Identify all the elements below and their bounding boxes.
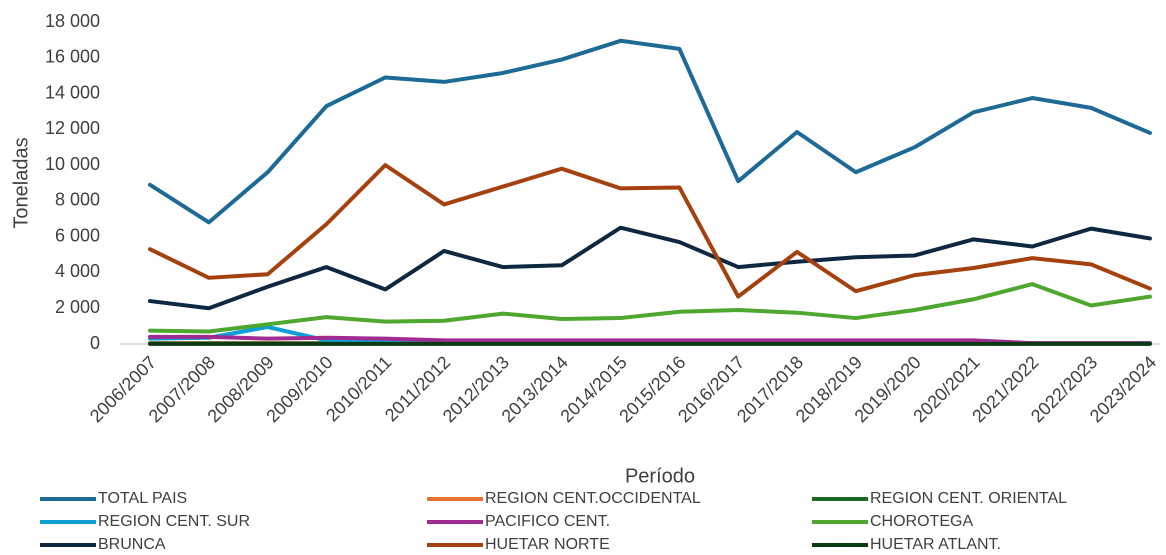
legend-label: PACIFICO CENT. bbox=[485, 513, 610, 530]
y-tick-label: 16 000 bbox=[45, 47, 100, 67]
y-tick-label: 10 000 bbox=[45, 154, 100, 174]
series-line bbox=[148, 282, 1152, 334]
legend-label: HUETAR ATLANT. bbox=[870, 536, 1001, 553]
y-tick-label: 6 000 bbox=[55, 225, 100, 245]
legend-label: HUETAR NORTE bbox=[485, 536, 610, 553]
legend-label: REGION CENT.OCCIDENTAL bbox=[485, 490, 701, 507]
series-line bbox=[148, 163, 1152, 299]
y-tick-label: 8 000 bbox=[55, 190, 100, 210]
legend-label: REGION CENT. ORIENTAL bbox=[870, 490, 1067, 507]
y-tick-label: 4 000 bbox=[55, 261, 100, 281]
y-tick-label: 2 000 bbox=[55, 297, 100, 317]
series-line bbox=[148, 225, 1152, 311]
series-line bbox=[148, 334, 1152, 346]
y-tick-label: 12 000 bbox=[45, 118, 100, 138]
y-tick-label: 0 bbox=[90, 333, 100, 353]
legend-label: TOTAL PAIS bbox=[98, 490, 187, 507]
legend-label: BRUNCA bbox=[98, 536, 166, 553]
y-tick-label: 14 000 bbox=[45, 82, 100, 102]
x-axis-label: Período bbox=[625, 465, 695, 487]
legend-label: REGION CENT. SUR bbox=[98, 513, 250, 530]
series-line bbox=[148, 38, 1152, 225]
y-tick-label: 18 000 bbox=[45, 11, 100, 31]
y-axis-label: Toneladas bbox=[10, 137, 32, 228]
legend-label: CHOROTEGA bbox=[870, 513, 973, 530]
